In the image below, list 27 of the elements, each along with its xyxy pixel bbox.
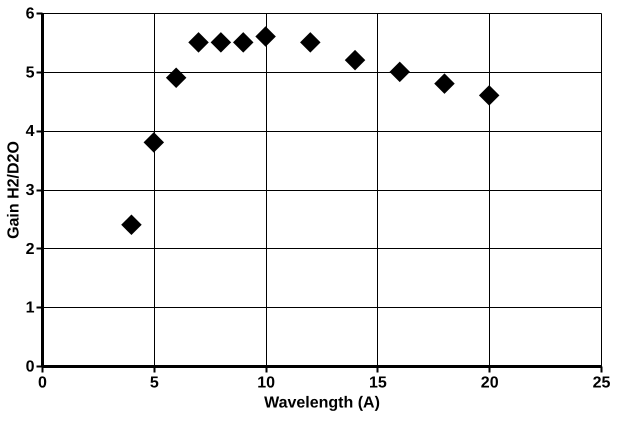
x-tick-label: 0 <box>38 374 48 392</box>
y-tick-label: 4 <box>26 123 35 140</box>
point <box>121 214 142 236</box>
point <box>210 32 232 53</box>
point <box>188 32 209 53</box>
point <box>434 73 455 94</box>
x-axis-title: Wavelength (A) <box>264 394 380 412</box>
x-tick-label: 15 <box>369 374 387 392</box>
point <box>390 62 410 82</box>
point <box>300 32 321 53</box>
y-tick-label: 6 <box>26 6 35 22</box>
x-tick-label: 5 <box>150 374 159 392</box>
point <box>166 67 186 88</box>
y-tick-label: 1 <box>26 300 35 317</box>
y-axis-title: Gain H2/D2O <box>6 141 23 239</box>
point <box>232 32 254 53</box>
y-tick-label: 3 <box>26 182 35 199</box>
y-tick-label: 0 <box>26 358 35 376</box>
x-tick-label: 20 <box>480 374 499 392</box>
point <box>478 85 500 106</box>
point <box>144 132 164 153</box>
y-tick-label: 5 <box>26 64 35 82</box>
point <box>344 50 366 70</box>
point <box>255 26 276 47</box>
x-tick-label: 25 <box>592 374 610 392</box>
y-tick-label: 2 <box>26 240 35 258</box>
x-tick-label: 10 <box>257 374 276 392</box>
